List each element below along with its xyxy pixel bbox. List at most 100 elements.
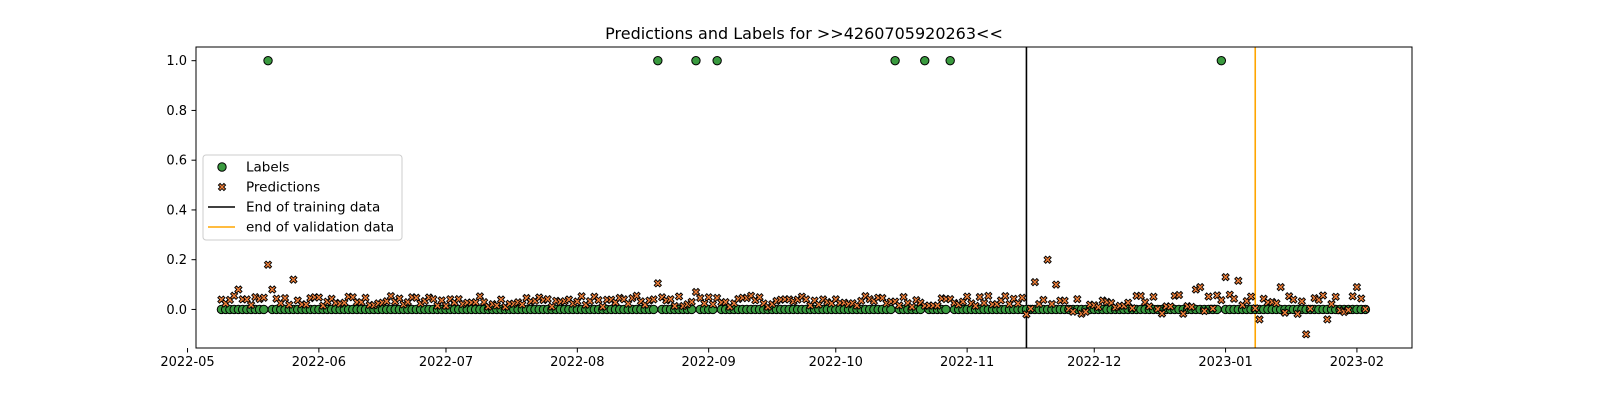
prediction-point	[1280, 308, 1290, 317]
label-point	[941, 304, 951, 315]
prediction-point	[801, 295, 811, 304]
prediction-point	[577, 292, 586, 301]
prediction-point	[1344, 305, 1353, 315]
legend-label: End of training data	[246, 200, 380, 216]
y-axis: 0.0 0.2 0.4 0.6 0.8 1.0	[166, 54, 196, 318]
prediction-point	[1136, 291, 1146, 301]
prediction-point	[1166, 302, 1175, 311]
label-point-high	[890, 55, 900, 66]
prediction-point	[340, 298, 349, 308]
prediction-point	[1043, 255, 1052, 264]
prediction-point	[1352, 282, 1362, 292]
prediction-point	[1246, 292, 1256, 301]
prediction-point	[412, 293, 421, 303]
prediction-point	[1073, 294, 1082, 304]
prediction-point	[895, 301, 904, 310]
prediction-point	[691, 287, 701, 297]
prediction-point	[899, 292, 908, 302]
prediction-point	[1348, 292, 1357, 301]
prediction-point	[1208, 304, 1218, 313]
prediction-point	[361, 293, 370, 303]
prediction-point	[1157, 309, 1167, 318]
label-point-high	[920, 55, 930, 66]
prediction-point	[670, 301, 680, 311]
prediction-point	[246, 300, 256, 310]
prediction-point	[395, 294, 404, 303]
prediction-point	[1204, 292, 1213, 301]
prediction-point	[543, 294, 552, 304]
y-tick-label: 0.2	[166, 253, 187, 268]
prediction-point	[1081, 307, 1091, 317]
legend-box	[202, 154, 403, 241]
prediction-point	[704, 293, 713, 302]
y-tick-label: 0.8	[166, 104, 187, 119]
prediction-point	[289, 275, 298, 284]
x-tick-label: 2022-12	[1067, 355, 1121, 370]
prediction-point	[284, 300, 294, 310]
label-point-high	[691, 55, 701, 66]
prediction-point	[755, 293, 764, 302]
prediction-point	[471, 298, 480, 307]
label-point-high	[712, 55, 722, 66]
prediction-point	[441, 301, 451, 311]
prediction-point	[492, 301, 502, 310]
label-point-high	[1216, 55, 1227, 66]
prediction-point	[1030, 277, 1040, 287]
legend: Labels Predictions End of training data end…	[202, 154, 403, 241]
prediction-point	[1068, 307, 1078, 316]
prediction-point	[259, 293, 269, 302]
prediction-point	[496, 295, 506, 304]
x-tick-label: 2023-01	[1198, 355, 1252, 370]
prediction-point	[975, 292, 985, 302]
prediction-point	[1047, 299, 1057, 309]
x-tick-label: 2022-06	[292, 355, 346, 370]
legend-label: Labels	[246, 160, 289, 176]
prediction-point	[1276, 282, 1285, 292]
label-point-high	[945, 55, 955, 66]
x-axis: 2022-05 2022-06 2022-07 2022-08 2022-09 2022-…	[160, 348, 1384, 370]
x-tick-label: 2023-02	[1330, 355, 1384, 370]
prediction-point	[649, 295, 658, 304]
prediction-point	[234, 285, 243, 294]
legend-marker-labels	[217, 162, 227, 172]
prediction-point	[687, 297, 696, 307]
x-tick-label: 2022-08	[550, 355, 604, 370]
prediction-point	[314, 293, 324, 302]
prediction-point	[1331, 292, 1340, 302]
chart-title: Predictions and Labels for >>42607059202…	[605, 24, 1003, 43]
prediction-point	[674, 292, 684, 301]
prediction-point	[429, 294, 438, 304]
prediction-point	[1149, 292, 1158, 302]
legend-label: end of validation data	[246, 220, 394, 236]
y-tick-label: 0.4	[166, 203, 187, 218]
prediction-point	[475, 292, 485, 301]
prediction-point	[1187, 302, 1196, 312]
prediction-point	[1221, 272, 1230, 282]
prediction-point	[1060, 296, 1069, 306]
prediction-point	[1234, 276, 1243, 286]
predictions-series	[217, 255, 1370, 339]
prediction-point	[1039, 295, 1048, 305]
y-tick-label: 0.6	[166, 154, 187, 169]
prediction-point	[962, 292, 972, 301]
prediction-point	[1145, 302, 1154, 311]
prediction-point	[1001, 291, 1010, 301]
x-tick-label: 2022-05	[160, 355, 214, 370]
prediction-point	[1318, 291, 1328, 300]
prediction-point	[979, 298, 989, 308]
prediction-point	[1323, 315, 1332, 324]
prediction-point	[708, 300, 718, 309]
prediction-point	[1293, 309, 1302, 319]
prediction-point	[1026, 304, 1035, 313]
prediction-point	[263, 260, 273, 269]
prediction-point	[1178, 309, 1188, 319]
prediction-point	[1051, 280, 1061, 289]
x-tick-label: 2022-10	[809, 355, 863, 370]
label-point	[648, 304, 659, 315]
x-tick-label: 2022-11	[940, 355, 994, 370]
plot-border	[195, 46, 1413, 349]
prediction-point	[301, 300, 311, 309]
prediction-point	[623, 299, 633, 309]
